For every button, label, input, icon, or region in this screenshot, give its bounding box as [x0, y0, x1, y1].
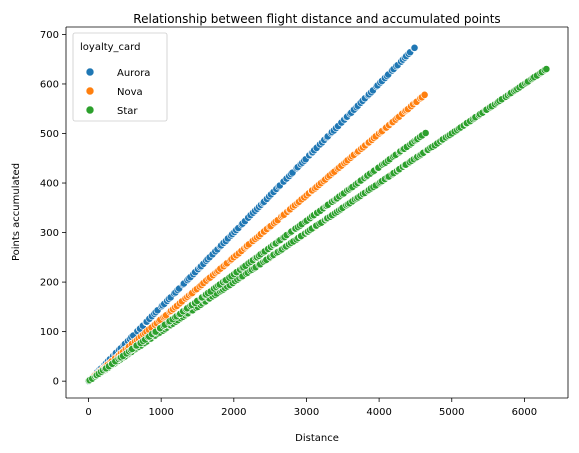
x-tick-label: 1000: [148, 407, 173, 418]
scatter-point-aurora: [410, 43, 419, 52]
legend-label-nova: Nova: [117, 87, 143, 98]
y-tick-label: 300: [40, 228, 59, 239]
y-tick-label: 600: [40, 79, 59, 90]
legend-label-aurora: Aurora: [117, 68, 150, 79]
y-tick-label: 100: [40, 327, 59, 338]
legend-label-star: Star: [117, 106, 138, 117]
y-tick-label: 700: [40, 30, 59, 41]
legend-marker-star: [85, 105, 95, 115]
x-tick-label: 0: [85, 407, 91, 418]
x-tick-label: 2000: [221, 407, 246, 418]
scatter-point-nova: [420, 90, 429, 99]
data-points: [84, 43, 551, 386]
x-tick-label: 4000: [366, 407, 391, 418]
chart-title: Relationship between flight distance and…: [133, 12, 500, 26]
x-axis-ticks: 0 1000 2000 3000 4000 5000 6000: [85, 398, 537, 418]
y-tick-label: 0: [53, 377, 59, 388]
legend-frame: [72, 32, 168, 122]
legend-marker-aurora: [85, 67, 95, 77]
scatter-point-star: [421, 129, 430, 137]
x-tick-label: 6000: [512, 407, 537, 418]
y-axis-label: Points accumulated: [11, 163, 22, 261]
legend-title: loyalty_card: [80, 42, 140, 53]
legend-marker-nova: [85, 86, 95, 96]
y-tick-label: 200: [40, 278, 59, 289]
y-tick-label: 400: [40, 179, 59, 190]
x-axis-label: Distance: [295, 433, 339, 444]
y-axis-ticks: 0 100 200 300 400 500 600 700: [40, 30, 66, 388]
legend: loyalty_card Aurora Nova Star: [72, 32, 168, 122]
x-tick-label: 5000: [439, 407, 464, 418]
scatter-point-star: [542, 65, 551, 73]
x-tick-label: 3000: [294, 407, 319, 418]
y-tick-label: 500: [40, 129, 59, 140]
